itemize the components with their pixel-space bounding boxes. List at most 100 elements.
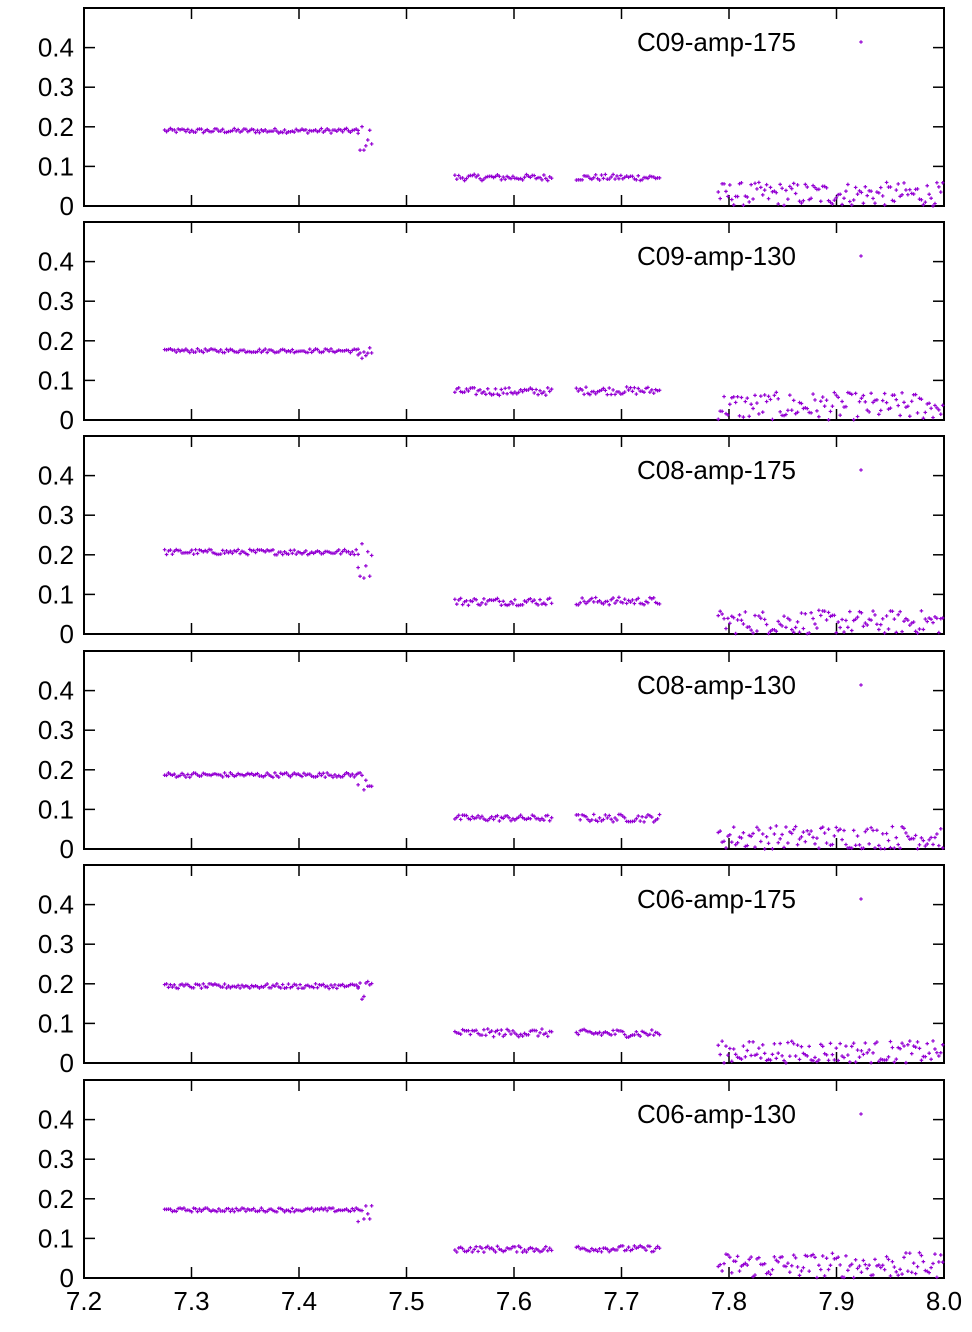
y-tick-label: 0.4 <box>38 676 74 706</box>
data-point <box>619 600 623 604</box>
data-point <box>576 813 581 817</box>
data-point <box>908 837 912 842</box>
data-point <box>776 202 781 206</box>
data-point <box>937 185 941 189</box>
data-point <box>877 627 881 632</box>
data-point <box>766 1057 771 1062</box>
data-point <box>292 982 297 987</box>
data-point <box>902 181 906 185</box>
data-point <box>869 1060 873 1065</box>
data-point <box>249 983 254 988</box>
data-point <box>493 174 498 179</box>
data-point <box>925 402 930 406</box>
data-point <box>919 609 924 613</box>
data-point <box>801 198 806 203</box>
data-point <box>859 396 864 401</box>
data-point <box>350 348 355 353</box>
data-point <box>284 131 289 135</box>
data-point <box>878 185 883 190</box>
data-point <box>838 192 842 197</box>
data-point <box>842 828 846 833</box>
data-point <box>319 773 324 778</box>
data-point <box>180 982 184 986</box>
data-point <box>251 548 256 553</box>
data-point <box>311 128 316 133</box>
data-point <box>657 388 662 393</box>
data-point <box>904 1251 908 1255</box>
data-point <box>354 983 358 987</box>
data-point <box>908 414 912 419</box>
data-point <box>580 813 584 817</box>
data-point <box>749 402 753 407</box>
data-point <box>628 385 633 390</box>
data-point <box>913 1271 918 1276</box>
data-point <box>716 1043 721 1048</box>
data-point <box>518 1032 523 1037</box>
data-point <box>597 178 602 182</box>
data-point <box>456 173 461 178</box>
data-point <box>869 825 873 830</box>
data-point <box>933 201 937 206</box>
data-point <box>261 775 266 779</box>
data-point <box>199 548 204 553</box>
data-point <box>580 596 584 600</box>
data-point <box>917 1250 922 1255</box>
data-point <box>238 1208 242 1212</box>
data-point <box>826 610 831 615</box>
data-point <box>275 1210 279 1214</box>
data-point <box>913 629 918 634</box>
data-point <box>846 1268 850 1273</box>
data-point <box>757 412 761 416</box>
x-tick-label: 7.4 <box>281 1286 317 1316</box>
data-point <box>898 194 902 199</box>
data-point <box>607 602 612 607</box>
data-point <box>184 347 188 351</box>
data-point <box>317 549 322 554</box>
data-point <box>331 349 335 354</box>
data-point <box>624 385 629 389</box>
data-point <box>242 550 246 554</box>
data-point <box>735 394 740 399</box>
data-point <box>859 610 864 615</box>
data-point <box>495 173 500 177</box>
data-point <box>760 1043 765 1047</box>
data-point <box>478 388 482 392</box>
data-point <box>824 841 829 845</box>
data-point <box>286 348 291 353</box>
data-point <box>509 599 513 604</box>
data-point <box>333 551 337 555</box>
legend-marker <box>859 254 863 258</box>
y-tick-label: 0.3 <box>38 72 74 102</box>
data-point <box>195 551 200 556</box>
data-point <box>187 775 192 780</box>
data-point <box>333 773 337 777</box>
data-point <box>273 984 277 989</box>
data-point <box>911 1261 916 1265</box>
data-point <box>801 406 806 411</box>
data-point <box>828 843 833 847</box>
data-point <box>240 983 244 988</box>
data-point <box>319 350 324 355</box>
data-point <box>275 773 279 778</box>
y-tick-label: 0.2 <box>38 112 74 142</box>
data-point <box>813 842 817 846</box>
data-point <box>786 1261 790 1265</box>
panel-5: 00.10.20.30.4 C06-amp-175 <box>38 864 945 1078</box>
data-point <box>603 813 608 817</box>
data-point <box>931 204 935 208</box>
data-point <box>309 774 314 778</box>
data-point <box>538 818 542 822</box>
data-point <box>865 1266 870 1271</box>
data-point <box>342 547 347 552</box>
data-point <box>644 386 648 391</box>
data-point <box>232 774 237 779</box>
data-point <box>484 175 488 180</box>
data-point <box>362 994 366 999</box>
data-point <box>455 1250 459 1254</box>
data-point <box>817 1058 821 1062</box>
data-point <box>499 815 504 820</box>
data-point <box>865 1050 870 1055</box>
data-point <box>284 350 289 354</box>
data-point <box>801 1265 806 1270</box>
data-point <box>921 416 926 421</box>
